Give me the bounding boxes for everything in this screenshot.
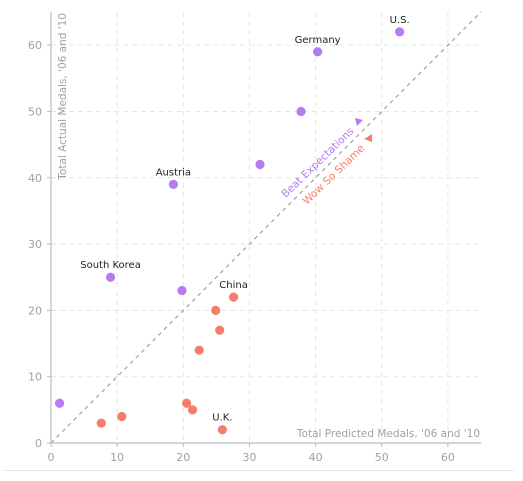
point-label: South Korea <box>80 260 141 271</box>
x-tick-label: 20 <box>176 451 190 464</box>
x-tick-label: 50 <box>375 451 389 464</box>
footer-divider <box>4 470 514 471</box>
point-labels: U.S. Germany Austria South Korea China U.K. <box>80 15 409 424</box>
x-tick-label: 40 <box>309 451 323 464</box>
y-tick-label: 20 <box>28 304 42 317</box>
data-point <box>228 292 239 302</box>
data-point <box>55 398 65 408</box>
data-point <box>187 405 198 415</box>
data-point <box>296 106 306 117</box>
expectation-diagonal-line <box>50 11 482 444</box>
y-tick-label: 30 <box>28 238 42 251</box>
wow-so-shame-arrow-icon <box>364 134 372 142</box>
x-tick-label: 0 <box>48 451 55 464</box>
data-point <box>215 325 225 335</box>
data-point <box>168 179 178 189</box>
y-tick-label: 0 <box>35 437 42 450</box>
point-label: U.K. <box>212 413 232 424</box>
data-points <box>55 27 405 435</box>
data-point <box>117 411 127 422</box>
x-tick-label: 60 <box>441 451 455 464</box>
zone-labels: Beat Expectations Wow So Shame <box>279 118 372 207</box>
beat-expectations-arrow-icon <box>355 118 363 126</box>
data-point <box>211 305 221 315</box>
y-axis-title: Total Actual Medals, '06 and '10 <box>57 13 69 181</box>
data-point <box>255 159 265 170</box>
x-axis-title: Total Predicted Medals, '06 and '10 <box>296 428 480 440</box>
x-tick-label: 10 <box>110 451 124 464</box>
data-point <box>194 345 204 355</box>
point-label: Austria <box>156 167 191 178</box>
point-label: Germany <box>295 35 341 46</box>
point-label: China <box>219 280 248 291</box>
y-tick-label: 50 <box>28 105 42 118</box>
data-point <box>395 27 405 37</box>
data-point <box>177 285 187 296</box>
data-point <box>313 47 323 57</box>
point-label: U.S. <box>390 15 410 26</box>
y-tick-label: 60 <box>28 39 42 52</box>
data-point <box>96 418 106 428</box>
x-tick-label: 30 <box>242 451 256 464</box>
data-point <box>182 398 192 408</box>
data-point <box>105 272 116 282</box>
y-tick-label: 10 <box>28 371 42 384</box>
data-point <box>217 425 227 435</box>
y-tick-label: 40 <box>28 172 42 185</box>
axis-ticks: 0 10 20 30 40 50 60 0 10 20 30 40 50 60 <box>28 39 455 464</box>
